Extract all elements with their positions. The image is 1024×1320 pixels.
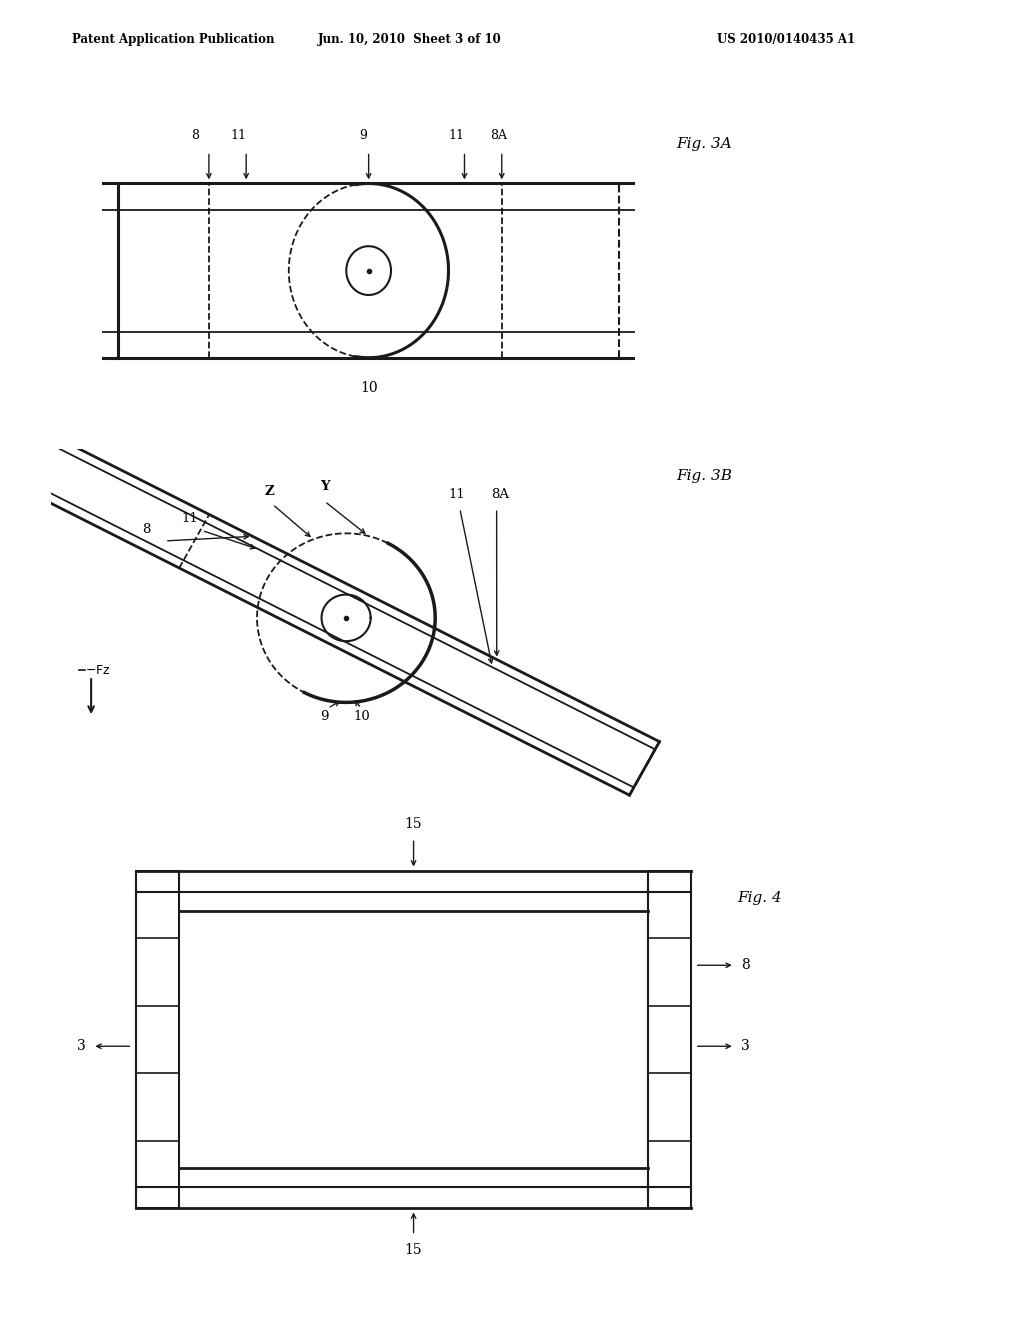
Text: 8: 8: [741, 958, 751, 973]
Text: $\mathsf{-Fz}$: $\mathsf{-Fz}$: [85, 664, 111, 677]
Text: 8: 8: [191, 128, 200, 141]
Text: Patent Application Publication: Patent Application Publication: [72, 33, 274, 46]
Text: 10: 10: [359, 381, 378, 395]
Text: US 2010/0140435 A1: US 2010/0140435 A1: [717, 33, 855, 46]
Text: Jun. 10, 2010  Sheet 3 of 10: Jun. 10, 2010 Sheet 3 of 10: [317, 33, 502, 46]
Text: 3: 3: [77, 1039, 86, 1053]
Text: 3: 3: [741, 1039, 751, 1053]
Text: 15: 15: [404, 817, 422, 830]
Text: 11: 11: [449, 488, 465, 502]
Bar: [135, 871, 179, 1208]
Text: 9: 9: [359, 128, 368, 141]
Text: Z: Z: [264, 486, 274, 499]
Text: 8A: 8A: [490, 488, 509, 502]
Text: 11: 11: [181, 512, 198, 524]
Text: 9: 9: [321, 710, 329, 723]
Bar: [648, 871, 691, 1208]
Text: 15: 15: [404, 1243, 422, 1257]
Text: Fig. 3A: Fig. 3A: [676, 137, 731, 152]
Text: 10: 10: [353, 710, 370, 723]
Text: 8A: 8A: [490, 128, 508, 141]
Text: Fig. 3B: Fig. 3B: [676, 469, 732, 483]
Text: 8: 8: [142, 523, 151, 536]
Text: 11: 11: [230, 128, 246, 141]
Text: Y: Y: [319, 479, 330, 492]
Text: Fig. 4: Fig. 4: [737, 891, 782, 906]
Text: 11: 11: [449, 128, 465, 141]
